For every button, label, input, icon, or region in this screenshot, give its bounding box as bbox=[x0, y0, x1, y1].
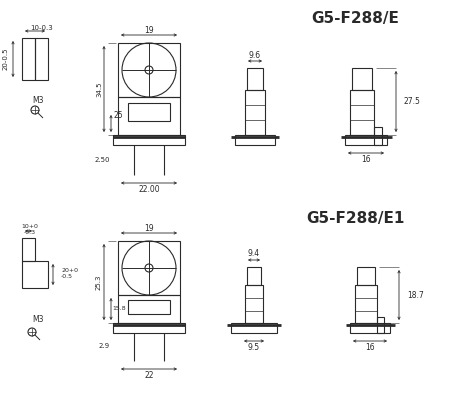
Bar bbox=[247, 267, 261, 285]
Text: 19: 19 bbox=[144, 223, 154, 232]
Bar bbox=[118, 43, 180, 97]
Text: 25: 25 bbox=[113, 110, 122, 119]
Bar bbox=[22, 238, 35, 261]
Bar bbox=[374, 127, 382, 145]
Bar bbox=[350, 90, 374, 135]
Text: 22.00: 22.00 bbox=[138, 185, 160, 194]
Text: G5-F288/E: G5-F288/E bbox=[311, 10, 399, 26]
Text: M3: M3 bbox=[32, 316, 43, 325]
Bar bbox=[247, 68, 263, 90]
Bar bbox=[352, 68, 372, 90]
Bar bbox=[357, 267, 375, 285]
Bar bbox=[128, 300, 170, 314]
Bar bbox=[22, 38, 35, 80]
Text: 18.7: 18.7 bbox=[407, 290, 424, 300]
Text: 9.6: 9.6 bbox=[249, 51, 261, 59]
Text: 9.4: 9.4 bbox=[248, 250, 260, 258]
Bar bbox=[35, 38, 48, 80]
Text: 16: 16 bbox=[361, 154, 371, 164]
Text: 10-0.3: 10-0.3 bbox=[30, 25, 54, 31]
Bar bbox=[118, 97, 180, 135]
Text: 20+0: 20+0 bbox=[61, 269, 78, 274]
Text: -0.3: -0.3 bbox=[24, 229, 36, 234]
Text: M3: M3 bbox=[32, 96, 43, 105]
Bar bbox=[113, 135, 185, 145]
Text: G5-F288/E1: G5-F288/E1 bbox=[306, 211, 404, 225]
Text: 2.9: 2.9 bbox=[99, 343, 110, 349]
Bar bbox=[235, 135, 275, 145]
Text: 16: 16 bbox=[365, 342, 375, 351]
Text: 10+0: 10+0 bbox=[22, 223, 38, 229]
Text: 9.5: 9.5 bbox=[248, 342, 260, 351]
Text: 20-0.5: 20-0.5 bbox=[3, 48, 9, 70]
Text: 34.5: 34.5 bbox=[96, 81, 102, 97]
Text: 27.5: 27.5 bbox=[404, 96, 421, 105]
Bar bbox=[350, 323, 390, 333]
Bar bbox=[113, 323, 185, 333]
Text: 15.8: 15.8 bbox=[112, 307, 126, 311]
Text: 19: 19 bbox=[144, 26, 154, 35]
Text: 2.50: 2.50 bbox=[95, 157, 110, 163]
Bar bbox=[245, 285, 263, 323]
Bar bbox=[118, 241, 180, 295]
Bar bbox=[355, 285, 377, 323]
Bar bbox=[22, 261, 48, 288]
Bar bbox=[345, 135, 387, 145]
Bar bbox=[377, 317, 384, 333]
Bar bbox=[231, 323, 277, 333]
Bar bbox=[128, 103, 170, 121]
Text: 25.3: 25.3 bbox=[96, 274, 102, 290]
Bar bbox=[118, 295, 180, 323]
Text: 22: 22 bbox=[144, 370, 154, 379]
Bar bbox=[245, 90, 265, 135]
Text: -0.5: -0.5 bbox=[61, 274, 73, 279]
